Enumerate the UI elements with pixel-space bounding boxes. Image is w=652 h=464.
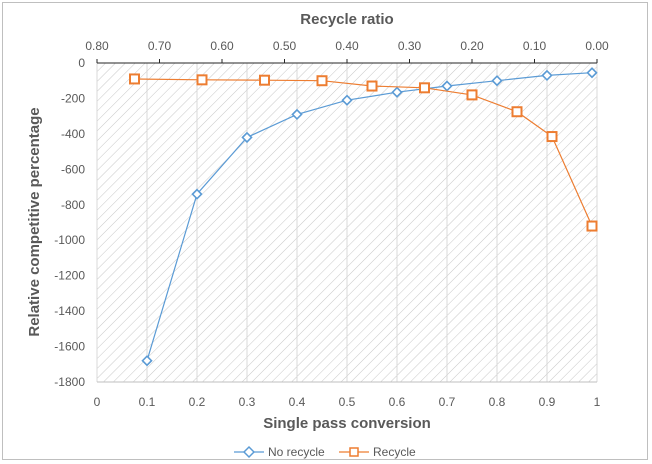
x-tick-label: 0.8 xyxy=(489,395,506,409)
data-point-recycle xyxy=(546,131,558,143)
series-line-recycle xyxy=(134,78,593,227)
y-tick-label: -400 xyxy=(61,127,85,141)
data-point-no-recycle xyxy=(191,188,203,200)
data-point-recycle xyxy=(586,220,598,232)
y-tick-label: -1400 xyxy=(54,304,85,318)
series-line-no-recycle xyxy=(146,72,593,361)
x-tick-label: 0.6 xyxy=(389,395,406,409)
x2-tick-label: 0.20 xyxy=(460,39,484,53)
data-point-recycle xyxy=(511,106,523,118)
x-tick-label: 0.7 xyxy=(439,395,456,409)
data-point-recycle xyxy=(316,75,328,87)
x-tick-label: 0 xyxy=(94,395,101,409)
x-tick-label: 0.4 xyxy=(289,395,306,409)
x2-tick-label: 0.50 xyxy=(273,39,297,53)
x-tick-label: 1 xyxy=(594,395,601,409)
y-tick-label: -1000 xyxy=(54,233,85,247)
legend-item-recycle: Recycle xyxy=(339,445,416,459)
data-point-no-recycle xyxy=(341,94,353,106)
x-tick-label: 0.1 xyxy=(139,395,156,409)
y-axis-title: Relative competitive percentage xyxy=(26,107,43,336)
x2-tick-label: 0.30 xyxy=(398,39,422,53)
data-point-recycle xyxy=(259,74,270,86)
data-point-recycle xyxy=(419,82,430,94)
data-point-no-recycle xyxy=(541,69,553,82)
data-point-no-recycle xyxy=(391,86,403,98)
legend: No recycle Recycle xyxy=(234,445,416,459)
x-tick-label: 0.9 xyxy=(539,395,556,409)
x-axis-title: Single pass conversion xyxy=(263,415,431,432)
legend-label-no-recycle: No recycle xyxy=(268,445,325,459)
x2-axis-title: Recycle ratio xyxy=(300,11,393,28)
x2-tick-label: 0.80 xyxy=(85,39,109,53)
y-tick-label: 0 xyxy=(78,56,85,70)
y-tick-label: -600 xyxy=(61,162,85,176)
data-point-no-recycle xyxy=(241,131,253,144)
x2-tick-label: 0.60 xyxy=(210,39,234,53)
legend-item-no-recycle: No recycle xyxy=(234,445,325,459)
y-tick-label: -1600 xyxy=(54,340,85,354)
legend-label-recycle: Recycle xyxy=(373,445,416,459)
x2-tick-label: 0.40 xyxy=(335,39,359,53)
data-point-no-recycle xyxy=(141,355,153,367)
data-point-recycle xyxy=(129,73,140,85)
x2-tick-label: 0.00 xyxy=(585,39,609,53)
data-point-no-recycle xyxy=(291,108,303,121)
x2-tick-label: 0.10 xyxy=(523,39,547,53)
data-point-recycle xyxy=(466,89,478,101)
data-point-recycle xyxy=(196,74,208,86)
data-point-no-recycle xyxy=(441,80,453,92)
data-point-no-recycle xyxy=(586,67,598,79)
data-point-recycle xyxy=(366,80,378,92)
x-tick-label: 0.2 xyxy=(189,395,206,409)
y-tick-label: -1800 xyxy=(54,375,85,389)
y-tick-label: -800 xyxy=(61,198,85,212)
x-tick-label: 0.5 xyxy=(339,395,356,409)
data-point-no-recycle xyxy=(491,75,503,87)
y-tick-label: -1200 xyxy=(54,269,85,283)
x-tick-label: 0.3 xyxy=(239,395,256,409)
x2-tick-label: 0.70 xyxy=(148,39,172,53)
y-tick-label: -200 xyxy=(61,91,85,105)
